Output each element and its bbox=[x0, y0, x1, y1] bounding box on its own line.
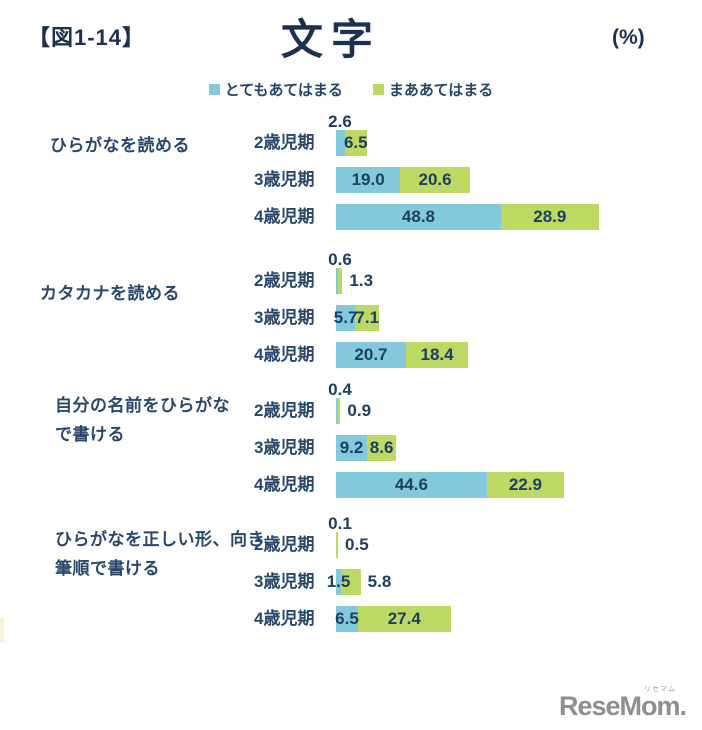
figure-number-label: 【図1-14】 bbox=[28, 25, 146, 50]
chart-title: 文字 bbox=[280, 16, 381, 63]
value-label-totemo: 6.5 bbox=[335, 609, 359, 628]
bar-segment-totemo bbox=[336, 569, 342, 595]
age-category-label: 3歳児期 bbox=[254, 572, 315, 591]
bar-segment-totemo bbox=[336, 204, 501, 230]
age-category-label: 4歳児期 bbox=[254, 609, 315, 628]
age-category-label: 2歳児期 bbox=[254, 401, 315, 420]
bar-segment-maa bbox=[400, 167, 470, 193]
legend-label: とてもあてはまる bbox=[224, 82, 343, 99]
bar-segment-maa bbox=[336, 532, 339, 558]
age-category-label: 4歳児期 bbox=[254, 207, 315, 226]
value-label-totemo: 48.8 bbox=[401, 207, 436, 226]
bar-segment-maa bbox=[405, 342, 469, 368]
value-label-totemo: 1.5 bbox=[326, 572, 351, 591]
bar-segment-totemo bbox=[336, 167, 401, 193]
age-category-label: 3歳児期 bbox=[254, 438, 315, 457]
value-label-totemo: 44.6 bbox=[394, 475, 428, 494]
percent-unit-label: (%) bbox=[612, 26, 645, 49]
value-label-totemo: 0.1 bbox=[328, 514, 352, 533]
bar-segment-maa bbox=[486, 472, 565, 498]
age-category-label: 4歳児期 bbox=[254, 345, 315, 364]
value-label-maa: 7.1 bbox=[355, 308, 380, 327]
value-label-totemo: 9.2 bbox=[339, 438, 364, 457]
bar-segment-totemo bbox=[336, 305, 356, 331]
group-label: カタカナを読める bbox=[40, 284, 180, 303]
edge-artifact bbox=[0, 617, 4, 643]
value-label-maa: 22.9 bbox=[508, 475, 542, 494]
bar-segment-maa bbox=[337, 398, 341, 424]
bar-segment-maa bbox=[367, 435, 397, 461]
age-category-label: 3歳児期 bbox=[254, 170, 315, 189]
value-label-maa: 6.5 bbox=[343, 133, 368, 152]
value-label-maa: 27.4 bbox=[387, 609, 421, 628]
legend-item-totemo: とてもあてはまる bbox=[208, 79, 343, 100]
value-label-totemo: 2.6 bbox=[328, 112, 352, 131]
age-category-label: 2歳児期 bbox=[254, 271, 315, 290]
value-label-maa: 1.3 bbox=[349, 271, 374, 290]
blue-swatch-icon bbox=[208, 84, 220, 95]
logo-text: ReseMom. bbox=[558, 691, 687, 721]
value-label-maa: 28.9 bbox=[533, 207, 567, 226]
group-label: ひらがなを読める bbox=[50, 136, 190, 155]
value-label-maa: 0.5 bbox=[345, 535, 369, 554]
green-swatch-icon bbox=[372, 84, 384, 95]
bar-segment-maa bbox=[341, 569, 361, 595]
bar-segment-maa bbox=[355, 305, 380, 331]
bar-segment-maa bbox=[357, 606, 451, 632]
bar-segment-maa bbox=[344, 130, 367, 156]
legend-label: まああてはまる bbox=[388, 82, 494, 99]
bar-segment-totemo bbox=[336, 435, 368, 461]
age-category-label: 2歳児期 bbox=[254, 535, 315, 554]
value-label-maa: 5.8 bbox=[367, 572, 392, 591]
group-label: ひらがなを正しい形、向き、 筆順で書ける bbox=[55, 530, 282, 578]
bar-segment-totemo bbox=[336, 398, 338, 424]
value-label-maa: 18.4 bbox=[420, 345, 454, 364]
value-label-maa: 0.9 bbox=[347, 401, 372, 420]
age-category-label: 3歳児期 bbox=[254, 308, 315, 327]
age-category-label: 2歳児期 bbox=[254, 133, 315, 152]
bar-segment-totemo bbox=[336, 342, 406, 368]
value-label-totemo: 20.7 bbox=[354, 345, 388, 364]
value-label-totemo: 19.0 bbox=[351, 170, 385, 189]
legend: とてもあてはまる まああてはまる bbox=[0, 79, 702, 100]
bar-segment-totemo bbox=[336, 268, 339, 294]
resemom-logo: リセマム ReseMom. bbox=[558, 686, 687, 721]
logo-ruby-text: リセマム bbox=[644, 686, 676, 693]
group-label: 自分の名前をひらがな で書ける bbox=[55, 396, 230, 444]
value-label-totemo: 5.7 bbox=[333, 308, 358, 327]
value-label-maa: 8.6 bbox=[369, 438, 394, 457]
bar-segment-maa bbox=[500, 204, 599, 230]
age-category-label: 4歳児期 bbox=[254, 475, 315, 494]
bar-segment-totemo bbox=[336, 472, 487, 498]
value-label-totemo: 0.6 bbox=[328, 250, 352, 269]
bar-segment-totemo bbox=[336, 130, 345, 156]
legend-item-maa: まああてはまる bbox=[372, 79, 494, 100]
bar-segment-maa bbox=[338, 268, 343, 294]
bar-segment-totemo bbox=[336, 606, 358, 632]
value-label-totemo: 0.4 bbox=[328, 380, 352, 399]
value-label-maa: 20.6 bbox=[418, 170, 452, 189]
